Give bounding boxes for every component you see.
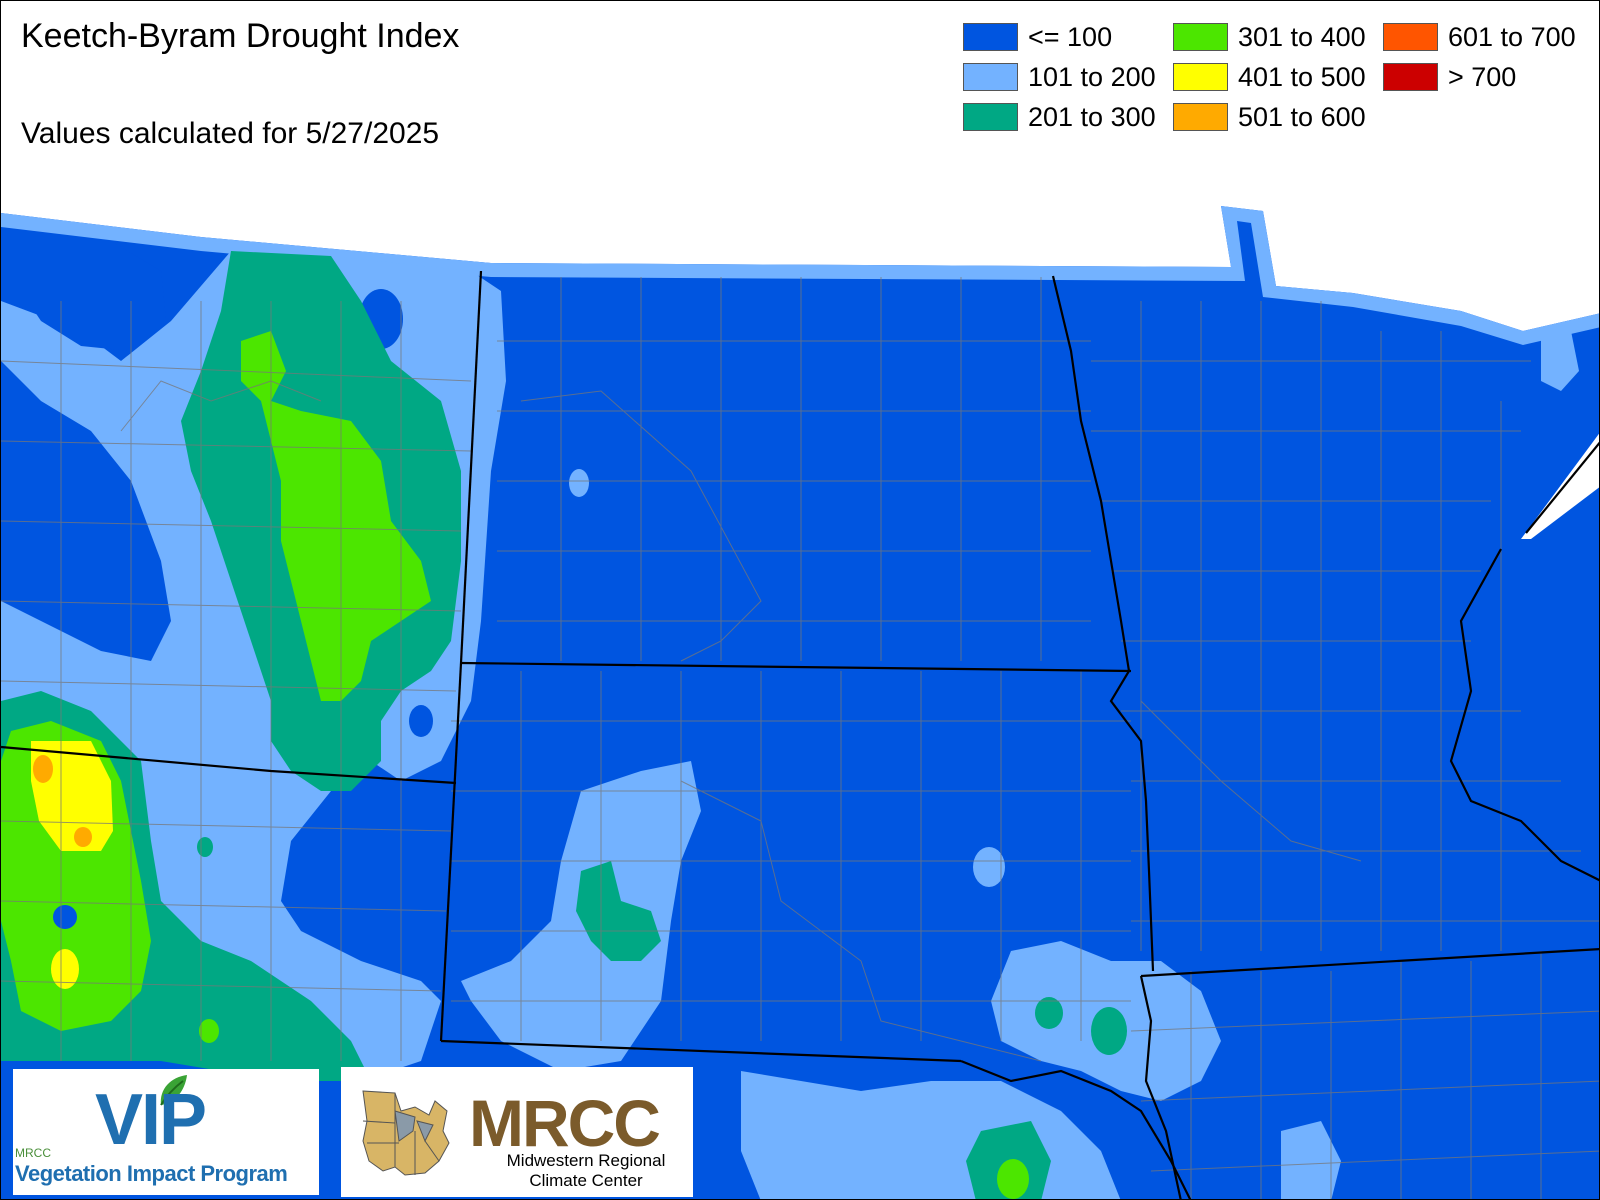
legend-item: <= 100 xyxy=(963,21,1112,53)
border-sd-ne xyxy=(440,1039,962,1063)
legend-swatch xyxy=(963,23,1018,51)
legend-swatch xyxy=(1173,23,1228,51)
border-nd-sd xyxy=(460,661,1132,673)
lake-superior xyxy=(1521,433,1599,539)
zone-301-400-dot xyxy=(199,1019,219,1043)
legend-item: 301 to 400 xyxy=(1173,21,1366,53)
legend-label: 601 to 700 xyxy=(1448,21,1576,52)
state-borders xyxy=(1,270,1599,1199)
legend-label: > 700 xyxy=(1448,61,1517,92)
border-mt-wy xyxy=(1,745,457,785)
vip-subtitle: Vegetation Impact Program xyxy=(15,1161,288,1186)
zone-low-sw xyxy=(53,905,77,929)
legend-swatch xyxy=(1173,103,1228,131)
legend-item: > 700 xyxy=(1383,61,1516,93)
legend-swatch xyxy=(1173,63,1228,91)
border-wi-lake xyxy=(1525,441,1599,534)
legend-swatch xyxy=(963,63,1018,91)
border-mn-wi xyxy=(1449,548,1599,882)
legend-label: 101 to 200 xyxy=(1028,61,1156,92)
zone-501-600-a xyxy=(33,755,53,783)
zone-101-200-far-se xyxy=(1281,1121,1341,1199)
legend-item: 401 to 500 xyxy=(1173,61,1366,93)
mrcc-wordmark: MRCC xyxy=(469,1086,661,1160)
zone-201-300-se1 xyxy=(1035,997,1063,1029)
vip-wordmark: VIP xyxy=(95,1080,207,1160)
legend-item: 501 to 600 xyxy=(1173,101,1366,133)
zone-201-300-se2 xyxy=(1091,1007,1127,1055)
vip-logo[interactable]: VIP MRCC Vegetation Impact Program xyxy=(13,1069,319,1195)
legend-label: 401 to 500 xyxy=(1238,61,1366,92)
border-fringe xyxy=(1,206,1599,345)
zone-101-200-e2 xyxy=(569,469,589,497)
legend-label: 501 to 600 xyxy=(1238,101,1366,132)
county-lines xyxy=(1,277,1599,1199)
legend-swatch xyxy=(1383,63,1438,91)
legend-swatch xyxy=(963,103,1018,131)
border-nd-mn xyxy=(1051,275,1155,972)
zone-401-500-sw2 xyxy=(51,949,79,989)
zone-low-w2 xyxy=(409,705,433,737)
vip-small-label: MRCC xyxy=(15,1146,51,1160)
legend-label: <= 100 xyxy=(1028,21,1113,52)
map-subtitle: Values calculated for 5/27/2025 xyxy=(21,117,440,150)
mrcc-line2: Climate Center xyxy=(529,1171,643,1190)
mrcc-line1: Midwestern Regional xyxy=(506,1151,666,1170)
zone-501-600-b xyxy=(74,827,92,847)
zone-201-300-dot xyxy=(197,837,213,857)
map-title: Keetch-Byram Drought Index xyxy=(21,17,460,55)
legend-item: 601 to 700 xyxy=(1383,21,1576,53)
border-ne-river xyxy=(960,1059,1192,1199)
zone-301-400-s xyxy=(997,1159,1029,1199)
zone-101-200-ne xyxy=(1541,331,1579,391)
zone-301-400-central xyxy=(241,331,431,701)
border-ia-west xyxy=(1139,975,1182,1199)
mrcc-logo[interactable]: MRCC Midwestern Regional Climate Center xyxy=(341,1067,693,1197)
legend-label: 201 to 300 xyxy=(1028,101,1156,132)
legend-swatch xyxy=(1383,23,1438,51)
border-sd-west xyxy=(439,662,463,1042)
zone-low-w xyxy=(1,361,171,661)
legend: <= 100 101 to 200 201 to 300 301 to 400 … xyxy=(963,21,1593,141)
legend-item: 201 to 300 xyxy=(963,101,1156,133)
legend-item: 101 to 200 xyxy=(963,61,1156,93)
leaf-icon xyxy=(160,1075,187,1106)
border-mt-nd xyxy=(459,270,483,664)
zone-low-nw xyxy=(21,241,166,351)
midwest-map-icon xyxy=(362,1090,450,1176)
zone-201-300-south xyxy=(576,861,661,961)
legend-label: 301 to 400 xyxy=(1238,21,1366,52)
zone-101-200-e1 xyxy=(973,847,1005,887)
border-mn-ia xyxy=(1140,948,1599,978)
